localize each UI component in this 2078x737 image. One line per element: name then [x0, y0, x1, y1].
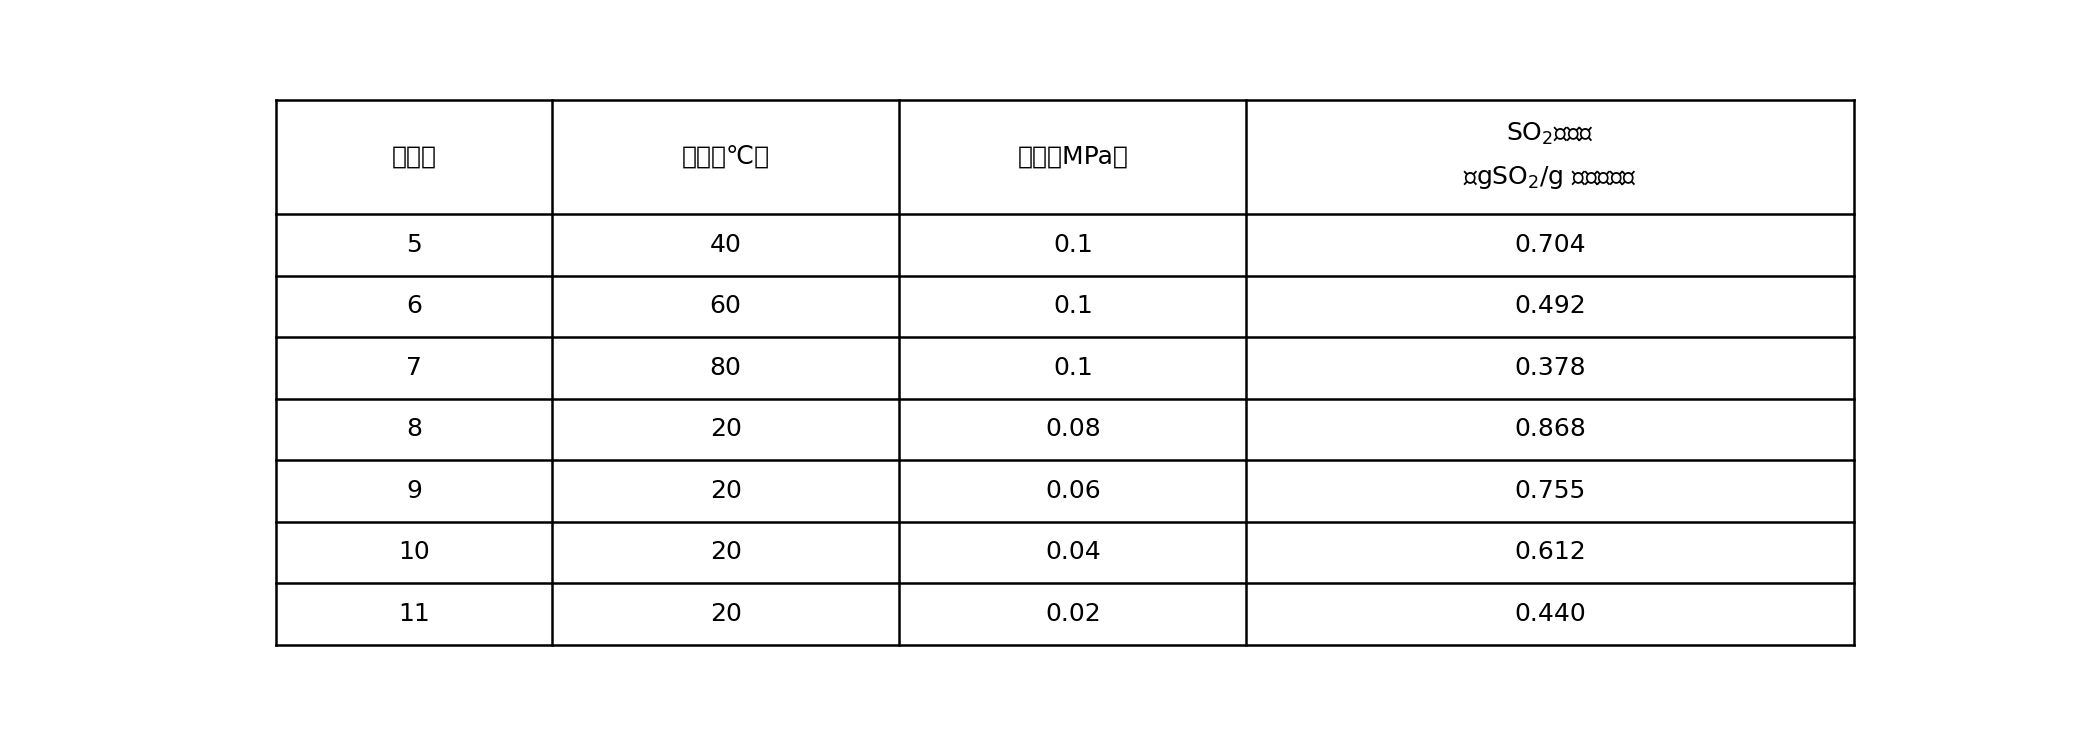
Text: 0.02: 0.02 — [1045, 602, 1101, 626]
Text: 0.08: 0.08 — [1045, 417, 1101, 441]
Text: SO$_2$吸收量: SO$_2$吸收量 — [1507, 121, 1594, 147]
Text: 0.1: 0.1 — [1054, 233, 1093, 257]
Text: 实施例: 实施例 — [391, 145, 436, 169]
Text: 0.440: 0.440 — [1515, 602, 1586, 626]
Text: 0.868: 0.868 — [1515, 417, 1586, 441]
Text: 0.06: 0.06 — [1045, 479, 1101, 503]
Text: 6: 6 — [405, 294, 422, 318]
Text: 20: 20 — [711, 417, 742, 441]
Text: 60: 60 — [711, 294, 742, 318]
Text: 0.612: 0.612 — [1515, 540, 1586, 565]
Text: 9: 9 — [405, 479, 422, 503]
Text: 40: 40 — [711, 233, 742, 257]
Text: 20: 20 — [711, 540, 742, 565]
Text: 0.492: 0.492 — [1515, 294, 1586, 318]
Text: 10: 10 — [399, 540, 430, 565]
Text: 0.378: 0.378 — [1515, 356, 1586, 380]
Text: 5: 5 — [405, 233, 422, 257]
Text: 0.755: 0.755 — [1515, 479, 1586, 503]
Text: 80: 80 — [711, 356, 742, 380]
Text: 8: 8 — [405, 417, 422, 441]
Text: （gSO$_2$/g 离子液体）: （gSO$_2$/g 离子液体） — [1463, 164, 1637, 191]
Text: 11: 11 — [399, 602, 430, 626]
Text: 20: 20 — [711, 602, 742, 626]
Text: 0.1: 0.1 — [1054, 294, 1093, 318]
Text: 温度（℃）: 温度（℃） — [682, 145, 769, 169]
Text: 20: 20 — [711, 479, 742, 503]
Text: 0.04: 0.04 — [1045, 540, 1101, 565]
Text: 0.704: 0.704 — [1515, 233, 1586, 257]
Text: 7: 7 — [405, 356, 422, 380]
Text: 压力（MPa）: 压力（MPa） — [1018, 145, 1128, 169]
Text: 0.1: 0.1 — [1054, 356, 1093, 380]
